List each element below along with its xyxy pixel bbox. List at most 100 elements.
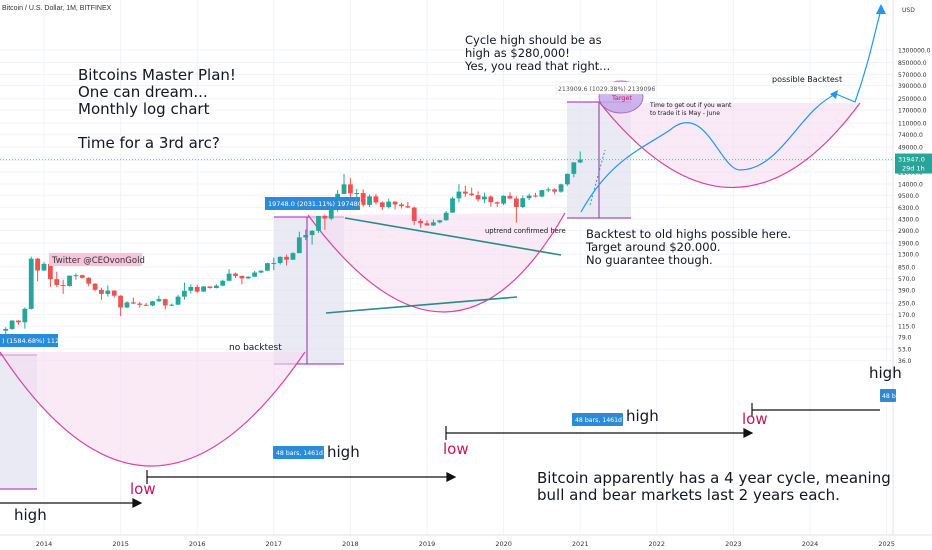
candle-body — [469, 193, 475, 196]
candle-body — [73, 275, 79, 277]
candle-body — [60, 284, 66, 286]
arc-2022-fill — [600, 103, 860, 188]
price-tick: 1300.0 — [898, 252, 919, 259]
price-tick: 6300.0 — [898, 205, 919, 212]
candle-body — [533, 195, 538, 197]
price-tick: 250000.0 — [898, 96, 927, 103]
candle-body — [316, 215, 321, 231]
price-tick: 36.0 — [898, 358, 912, 365]
svg-text:48 ba: 48 ba — [882, 393, 900, 400]
candle-body — [552, 189, 558, 192]
measure-label-arc3: 213909.6 (1029.38%) 2139096 — [555, 81, 655, 95]
backtest-line-1: Backtest to old highs possible here. — [586, 227, 791, 241]
candle-body — [162, 299, 168, 306]
arc-2022 — [599, 102, 861, 189]
label-high-2017: high — [327, 443, 360, 461]
price-tick: 170000.0 — [898, 108, 927, 115]
get-out-line-1: Time to get out if you want — [649, 102, 732, 109]
candle-body — [328, 206, 334, 219]
projection — [580, 4, 886, 213]
candle-body — [226, 273, 232, 281]
projection-arrow — [876, 4, 886, 14]
candle-body — [322, 215, 328, 219]
candle-body — [35, 258, 41, 271]
svg-text:19748.0 (2031.11%) 197480: 19748.0 (2031.11%) 197480 — [268, 200, 362, 208]
svg-text:) (1584.68%) 11210: ) (1584.68%) 11210 — [2, 337, 67, 345]
candle-body — [290, 253, 296, 260]
cycle-high-line-2: high as $280,000! — [465, 46, 570, 60]
candle-body — [399, 204, 404, 207]
cycle-note: Bitcoin apparently has a 4 year cycle, m… — [537, 469, 891, 504]
candle-body — [169, 304, 175, 306]
possible-backtest-label: possible Backtest — [772, 75, 842, 84]
candle-body — [296, 237, 302, 254]
candle-countdown: 29d 1h — [902, 165, 925, 173]
price-tick: 53.0 — [898, 346, 912, 353]
candle-body — [558, 184, 564, 192]
price-tick: 570000.0 — [898, 72, 927, 79]
candle-body — [220, 280, 226, 286]
svg-text:48 bars, 1461d: 48 bars, 1461d — [575, 417, 622, 424]
candle-body — [386, 201, 392, 208]
candle-body — [67, 275, 72, 286]
candle-body — [513, 198, 519, 208]
price-tick: 850.0 — [898, 264, 915, 271]
trend-lines — [325, 217, 562, 314]
price-tick: 1300000.0 — [898, 47, 931, 54]
projection-arrow-2 — [830, 90, 838, 99]
candle-body — [430, 222, 436, 226]
arcs — [0, 102, 861, 467]
time-tick: 2024 — [802, 540, 819, 548]
price-tick: 170.0 — [898, 312, 915, 319]
candle-body — [265, 263, 270, 271]
candle-body — [92, 283, 98, 290]
cycle-note-line-2: bull and bear markets last 2 years each. — [537, 486, 840, 504]
get-out-line-2: to trade it is May - June — [650, 110, 720, 117]
candle-body — [405, 206, 411, 208]
time-tick: 2017 — [266, 540, 283, 548]
projection-path — [580, 9, 882, 213]
candle-body — [571, 162, 577, 174]
candle-body — [507, 195, 513, 199]
time-scale: 2014 2015 2016 2017 2018 2019 2020 2021 2022 2023… — [0, 534, 932, 550]
candle-body — [150, 301, 155, 306]
candle-body — [245, 276, 251, 279]
candle-body — [239, 275, 245, 279]
candle-body — [284, 256, 289, 260]
price-tick: 14000.0 — [898, 181, 923, 188]
candle-body — [271, 263, 277, 265]
candle-body — [105, 290, 111, 294]
candle-body — [124, 302, 130, 308]
candle-body — [539, 190, 545, 197]
current-price: 31947.0 — [898, 156, 925, 164]
time-tick: 2018 — [342, 540, 359, 548]
candle-body — [392, 201, 398, 205]
backtest-line-2: Target around $20.000. — [585, 240, 721, 254]
candle-body — [130, 302, 136, 304]
label-low-2022: low — [742, 410, 768, 428]
measure-label-arc1: ) (1584.68%) 11210 — [0, 334, 67, 347]
candle-body — [520, 198, 526, 208]
candle-body — [47, 263, 53, 280]
price-tick: 1900.0 — [898, 241, 919, 248]
time-tick: 2019 — [419, 540, 436, 548]
resistance-line — [344, 217, 562, 256]
time-tick: 2021 — [572, 540, 589, 548]
candle-body — [462, 191, 468, 194]
label-high-2014: high — [14, 506, 47, 524]
candle-body — [252, 272, 258, 277]
candle-body — [28, 258, 34, 309]
candle-body — [348, 184, 353, 194]
twitter-handle: Twitter @CEOvonGold — [51, 256, 145, 266]
bar-label-2: 48 bars, 1461d — [572, 413, 623, 426]
candle-body — [360, 193, 366, 205]
price-tick: 570.0 — [898, 276, 915, 283]
price-tick: 850000.0 — [898, 60, 927, 67]
candle-body — [303, 235, 309, 238]
uptrend-label: uptrend confirmed here — [485, 227, 566, 235]
time-tick: 2016 — [189, 540, 206, 548]
candle-body — [277, 256, 283, 264]
price-tick: 4300.0 — [898, 216, 919, 223]
candle-body — [482, 196, 487, 200]
